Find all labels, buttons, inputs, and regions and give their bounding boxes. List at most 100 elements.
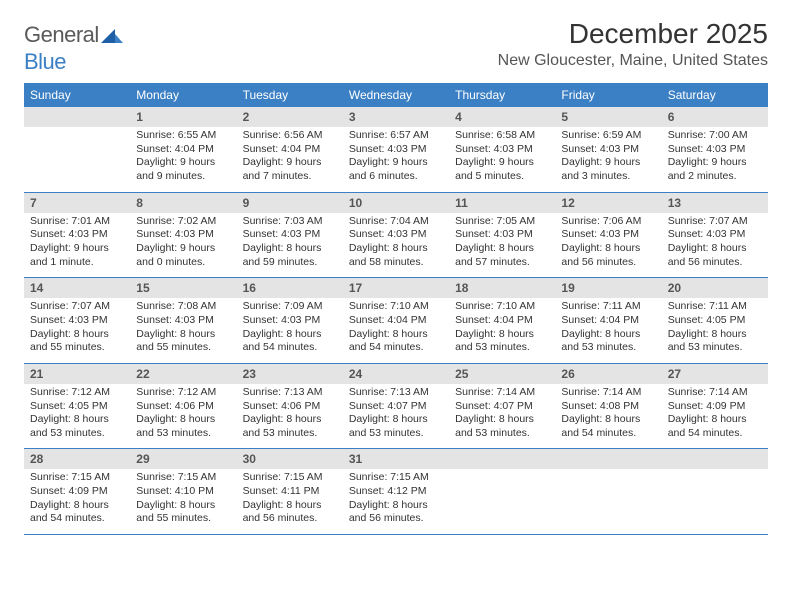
week-row: 21Sunrise: 7:12 AMSunset: 4:05 PMDayligh…: [24, 364, 768, 450]
day-body: Sunrise: 7:01 AMSunset: 4:03 PMDaylight:…: [24, 213, 130, 278]
day-body: Sunrise: 7:04 AMSunset: 4:03 PMDaylight:…: [343, 213, 449, 278]
daylight-text: Daylight: 8 hours and 54 minutes.: [561, 413, 655, 440]
day-number: 6: [662, 107, 768, 127]
day-cell: 9Sunrise: 7:03 AMSunset: 4:03 PMDaylight…: [237, 193, 343, 278]
sunset-text: Sunset: 4:11 PM: [243, 485, 337, 499]
daylight-text: Daylight: 8 hours and 54 minutes.: [243, 328, 337, 355]
sunrise-text: Sunrise: 7:03 AM: [243, 215, 337, 229]
sunset-text: Sunset: 4:06 PM: [136, 400, 230, 414]
week-row: 28Sunrise: 7:15 AMSunset: 4:09 PMDayligh…: [24, 449, 768, 535]
day-number: 23: [237, 364, 343, 384]
sunrise-text: Sunrise: 7:08 AM: [136, 300, 230, 314]
dow-mon: Monday: [130, 83, 236, 107]
logo-text-part2: Blue: [24, 49, 66, 74]
day-cell: 14Sunrise: 7:07 AMSunset: 4:03 PMDayligh…: [24, 278, 130, 363]
sunset-text: Sunset: 4:05 PM: [668, 314, 762, 328]
day-number: 8: [130, 193, 236, 213]
sunrise-text: Sunrise: 7:10 AM: [349, 300, 443, 314]
day-body: Sunrise: 7:12 AMSunset: 4:06 PMDaylight:…: [130, 384, 236, 449]
day-body: Sunrise: 7:06 AMSunset: 4:03 PMDaylight:…: [555, 213, 661, 278]
daylight-text: Daylight: 8 hours and 59 minutes.: [243, 242, 337, 269]
sunset-text: Sunset: 4:04 PM: [561, 314, 655, 328]
sunrise-text: Sunrise: 7:13 AM: [349, 386, 443, 400]
day-cell: 12Sunrise: 7:06 AMSunset: 4:03 PMDayligh…: [555, 193, 661, 278]
sunrise-text: Sunrise: 6:58 AM: [455, 129, 549, 143]
sunrise-text: Sunrise: 7:11 AM: [668, 300, 762, 314]
sunset-text: Sunset: 4:03 PM: [30, 228, 124, 242]
sunset-text: Sunset: 4:03 PM: [455, 228, 549, 242]
daylight-text: Daylight: 8 hours and 55 minutes.: [30, 328, 124, 355]
daylight-text: Daylight: 8 hours and 53 minutes.: [668, 328, 762, 355]
day-body: Sunrise: 7:13 AMSunset: 4:07 PMDaylight:…: [343, 384, 449, 449]
sunrise-text: Sunrise: 7:15 AM: [136, 471, 230, 485]
sunrise-text: Sunrise: 7:10 AM: [455, 300, 549, 314]
day-body: Sunrise: 7:11 AMSunset: 4:05 PMDaylight:…: [662, 298, 768, 363]
sunrise-text: Sunrise: 6:57 AM: [349, 129, 443, 143]
day-number: [662, 449, 768, 469]
day-body: [24, 127, 130, 187]
day-body: Sunrise: 6:55 AMSunset: 4:04 PMDaylight:…: [130, 127, 236, 192]
day-cell: 4Sunrise: 6:58 AMSunset: 4:03 PMDaylight…: [449, 107, 555, 192]
day-body: Sunrise: 7:09 AMSunset: 4:03 PMDaylight:…: [237, 298, 343, 363]
day-number: 11: [449, 193, 555, 213]
dow-sat: Saturday: [662, 83, 768, 107]
day-body: [662, 469, 768, 529]
day-number: 15: [130, 278, 236, 298]
daylight-text: Daylight: 8 hours and 57 minutes.: [455, 242, 549, 269]
day-number: 30: [237, 449, 343, 469]
day-body: Sunrise: 6:59 AMSunset: 4:03 PMDaylight:…: [555, 127, 661, 192]
day-number: 18: [449, 278, 555, 298]
day-body: Sunrise: 7:10 AMSunset: 4:04 PMDaylight:…: [449, 298, 555, 363]
daylight-text: Daylight: 8 hours and 53 minutes.: [136, 413, 230, 440]
day-cell: 18Sunrise: 7:10 AMSunset: 4:04 PMDayligh…: [449, 278, 555, 363]
day-number: 7: [24, 193, 130, 213]
day-cell: 7Sunrise: 7:01 AMSunset: 4:03 PMDaylight…: [24, 193, 130, 278]
day-cell: 3Sunrise: 6:57 AMSunset: 4:03 PMDaylight…: [343, 107, 449, 192]
day-number: 27: [662, 364, 768, 384]
day-body: Sunrise: 7:15 AMSunset: 4:10 PMDaylight:…: [130, 469, 236, 534]
day-number: 13: [662, 193, 768, 213]
day-body: Sunrise: 7:10 AMSunset: 4:04 PMDaylight:…: [343, 298, 449, 363]
sunrise-text: Sunrise: 7:05 AM: [455, 215, 549, 229]
day-number: 25: [449, 364, 555, 384]
daylight-text: Daylight: 8 hours and 53 minutes.: [455, 413, 549, 440]
daylight-text: Daylight: 8 hours and 53 minutes.: [455, 328, 549, 355]
sunrise-text: Sunrise: 7:00 AM: [668, 129, 762, 143]
daylight-text: Daylight: 9 hours and 3 minutes.: [561, 156, 655, 183]
day-number: 2: [237, 107, 343, 127]
day-cell: 24Sunrise: 7:13 AMSunset: 4:07 PMDayligh…: [343, 364, 449, 449]
daylight-text: Daylight: 9 hours and 5 minutes.: [455, 156, 549, 183]
day-body: Sunrise: 7:02 AMSunset: 4:03 PMDaylight:…: [130, 213, 236, 278]
day-cell: 2Sunrise: 6:56 AMSunset: 4:04 PMDaylight…: [237, 107, 343, 192]
day-cell: 28Sunrise: 7:15 AMSunset: 4:09 PMDayligh…: [24, 449, 130, 534]
day-number: 3: [343, 107, 449, 127]
sunset-text: Sunset: 4:03 PM: [561, 143, 655, 157]
sunset-text: Sunset: 4:03 PM: [349, 228, 443, 242]
sunset-text: Sunset: 4:06 PM: [243, 400, 337, 414]
day-cell: 8Sunrise: 7:02 AMSunset: 4:03 PMDaylight…: [130, 193, 236, 278]
sunrise-text: Sunrise: 7:15 AM: [349, 471, 443, 485]
day-cell: 20Sunrise: 7:11 AMSunset: 4:05 PMDayligh…: [662, 278, 768, 363]
daylight-text: Daylight: 8 hours and 56 minutes.: [668, 242, 762, 269]
day-number: 17: [343, 278, 449, 298]
day-number: 1: [130, 107, 236, 127]
day-body: Sunrise: 7:05 AMSunset: 4:03 PMDaylight:…: [449, 213, 555, 278]
daylight-text: Daylight: 8 hours and 53 minutes.: [243, 413, 337, 440]
dow-tue: Tuesday: [237, 83, 343, 107]
sunset-text: Sunset: 4:03 PM: [455, 143, 549, 157]
daylight-text: Daylight: 9 hours and 7 minutes.: [243, 156, 337, 183]
sunset-text: Sunset: 4:03 PM: [561, 228, 655, 242]
sunrise-text: Sunrise: 7:01 AM: [30, 215, 124, 229]
sunset-text: Sunset: 4:04 PM: [243, 143, 337, 157]
sunset-text: Sunset: 4:08 PM: [561, 400, 655, 414]
day-cell: 27Sunrise: 7:14 AMSunset: 4:09 PMDayligh…: [662, 364, 768, 449]
day-cell: [24, 107, 130, 192]
day-cell: 22Sunrise: 7:12 AMSunset: 4:06 PMDayligh…: [130, 364, 236, 449]
sunrise-text: Sunrise: 7:14 AM: [455, 386, 549, 400]
day-number: 20: [662, 278, 768, 298]
logo: General Blue: [24, 22, 123, 75]
sunrise-text: Sunrise: 7:04 AM: [349, 215, 443, 229]
daylight-text: Daylight: 8 hours and 56 minutes.: [243, 499, 337, 526]
daylight-text: Daylight: 8 hours and 56 minutes.: [349, 499, 443, 526]
day-cell: 29Sunrise: 7:15 AMSunset: 4:10 PMDayligh…: [130, 449, 236, 534]
